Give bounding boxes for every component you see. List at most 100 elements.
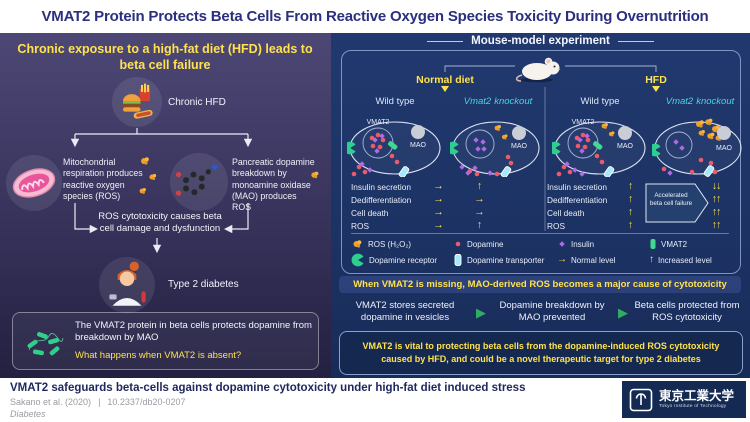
table-row: Cell death ↑ ↑↑ bbox=[547, 206, 733, 219]
diet-arrow-icon bbox=[652, 86, 660, 92]
dopamine-receptor-icon bbox=[351, 253, 364, 267]
right-panel: Mouse-model experiment Normal diet HFD bbox=[331, 33, 750, 378]
vmat2-icon bbox=[650, 239, 656, 249]
level-arrow: ↑ bbox=[627, 219, 633, 232]
row-label: Insulin secretion bbox=[351, 181, 411, 192]
table-row: ROS ↑ ↑↑ bbox=[547, 219, 733, 232]
normal-level-icon: → bbox=[557, 254, 567, 265]
legend-label: ROS (H₂O₂) bbox=[368, 239, 412, 249]
increased-level-icon: ↑ bbox=[649, 254, 654, 265]
mitochondria-icon bbox=[6, 155, 62, 211]
level-arrow: ↑ bbox=[476, 180, 482, 193]
gene-name: Vmat2 bbox=[463, 96, 492, 107]
ros-icon bbox=[353, 240, 362, 248]
normal-diet-table: Insulin secretion → ↑ Dedifferentiation … bbox=[351, 180, 503, 232]
mao-text: Pancreatic dopamine breakdown by monoami… bbox=[232, 157, 315, 212]
legend: ROS (H₂O₂) Dopamine Insulin VMAT2 Dopami… bbox=[351, 236, 735, 268]
gene-name: Vmat2 bbox=[665, 96, 694, 107]
row-label: Cell death bbox=[547, 207, 585, 218]
conclusion-text: VMAT2 is vital to protecting beta cells … bbox=[362, 340, 720, 364]
cell-hfd-wildtype: VMAT2 MAO bbox=[552, 119, 646, 177]
legend-item: → Normal level bbox=[557, 255, 649, 265]
diet-normal-label: Normal diet bbox=[416, 74, 474, 86]
level-arrow: → bbox=[433, 206, 444, 219]
row-label: Dedifferentiation bbox=[351, 194, 412, 205]
legend-item: Insulin bbox=[557, 239, 649, 249]
legend-item: VMAT2 bbox=[649, 238, 735, 250]
ros-blob-icon bbox=[141, 157, 149, 165]
level-arrow: ↑↑ bbox=[711, 193, 722, 206]
table-row: Insulin secretion → ↑ bbox=[351, 180, 503, 193]
group-wildtype-label: Wild type bbox=[375, 96, 415, 107]
cell-hfd-knockout: MAO bbox=[652, 118, 742, 177]
box-statement: The VMAT2 protein in beta cells protects… bbox=[75, 320, 312, 344]
vesicle-label: VMAT2 bbox=[572, 119, 595, 126]
flow-step: Beta cells protected from ROS cytotoxici… bbox=[634, 299, 740, 323]
legend-label: Insulin bbox=[571, 239, 595, 249]
dopamine-transporter-icon bbox=[454, 254, 462, 266]
level-arrow: ↑↑ bbox=[711, 206, 722, 219]
legend-label: Increased level bbox=[658, 255, 712, 265]
level-arrow: ↑ bbox=[627, 206, 633, 219]
legend-item: Dopamine bbox=[453, 239, 557, 249]
vmat2-protein-icon bbox=[27, 331, 64, 356]
diet-hfd-label: HFD bbox=[645, 74, 667, 86]
row-label: Dedifferentiation bbox=[547, 194, 608, 205]
flow-arrow-icon: ▶ bbox=[476, 304, 486, 320]
legend-label: VMAT2 bbox=[661, 239, 688, 249]
knockout-word: knockout bbox=[494, 96, 533, 107]
flow-step: Dopamine breakdown by MAO prevented bbox=[499, 299, 605, 323]
level-arrow: → bbox=[474, 193, 485, 206]
group-knockout-label: Vmat2 knockout bbox=[448, 96, 548, 107]
mao-label: MAO bbox=[511, 143, 528, 150]
legend-label: Dopamine receptor bbox=[369, 255, 438, 265]
mao-label: MAO bbox=[410, 142, 427, 149]
chronic-hfd-label: Chronic HFD bbox=[168, 97, 226, 108]
level-arrow: → bbox=[433, 193, 444, 206]
insulin-icon bbox=[559, 241, 565, 247]
row-label: Insulin secretion bbox=[547, 181, 607, 192]
tokyo-tech-logo-icon bbox=[629, 388, 653, 411]
cell-normal-knockout: MAO bbox=[450, 121, 540, 177]
cell-normal-wildtype: VMAT2 MAO bbox=[347, 119, 441, 177]
left-panel-heading: Chronic exposure to a high-fat diet (HFD… bbox=[17, 42, 313, 73]
flow-step: VMAT2 stores secreted dopamine in vesicl… bbox=[355, 299, 455, 323]
conclusion-box: VMAT2 is vital to protecting beta cells … bbox=[339, 331, 743, 375]
dopamine-icon bbox=[455, 241, 461, 247]
experiment-heading-row: Mouse-model experiment bbox=[331, 35, 750, 47]
legend-label: Normal level bbox=[571, 255, 616, 265]
mechanism-flow: VMAT2 stores secreted dopamine in vesicl… bbox=[339, 296, 741, 328]
box-question: What happens when VMAT2 is absent? bbox=[75, 350, 242, 361]
level-arrow: ↓↓ bbox=[711, 180, 722, 193]
tokyo-tech-logo: 東京工業大学 Tokyo Institute of Technology bbox=[622, 381, 746, 418]
fast-food-icon bbox=[112, 77, 162, 127]
left-panel: Chronic exposure to a high-fat diet (HFD… bbox=[0, 33, 332, 378]
title-bar: VMAT2 Protein Protects Beta Cells From R… bbox=[0, 0, 750, 33]
mao-label: MAO bbox=[716, 145, 733, 152]
level-arrow: → bbox=[433, 219, 444, 232]
legend-label: Dopamine bbox=[467, 239, 504, 249]
legend-item: ↑ Increased level bbox=[649, 255, 735, 265]
journal-name: Diabetes bbox=[10, 409, 46, 419]
vmat2-statement-box: The VMAT2 protein in beta cells protects… bbox=[12, 312, 319, 370]
mao-label: MAO bbox=[617, 143, 634, 150]
page-title: VMAT2 Protein Protects Beta Cells From R… bbox=[41, 8, 709, 25]
accel-line2: beta cell failure bbox=[649, 199, 693, 207]
logo-english-text: Tokyo Institute of Technology bbox=[659, 403, 727, 409]
ros-blob-icon bbox=[311, 171, 319, 179]
footer: VMAT2 safeguards beta-cells against dopa… bbox=[0, 378, 750, 422]
logo-japanese-text: 東京工業大学 bbox=[659, 389, 735, 404]
legend-divider bbox=[351, 233, 729, 234]
hfd-table: Insulin secretion ↑ ↓↓ Dedifferentiation… bbox=[547, 180, 733, 232]
heading-line bbox=[617, 40, 654, 42]
footer-finding: VMAT2 safeguards beta-cells against dopa… bbox=[10, 382, 526, 394]
heading-line bbox=[427, 40, 464, 42]
group-wildtype-label: Wild type bbox=[580, 96, 620, 107]
citation: Sakano et al. (2020) bbox=[10, 397, 92, 407]
level-arrow: ↑ bbox=[627, 180, 633, 193]
experiment-heading: Mouse-model experiment bbox=[471, 35, 610, 47]
diabetes-label: Type 2 diabetes bbox=[168, 279, 239, 290]
legend-label: Dopamine transporter bbox=[467, 255, 545, 265]
table-row: Dedifferentiation → → bbox=[351, 193, 503, 206]
